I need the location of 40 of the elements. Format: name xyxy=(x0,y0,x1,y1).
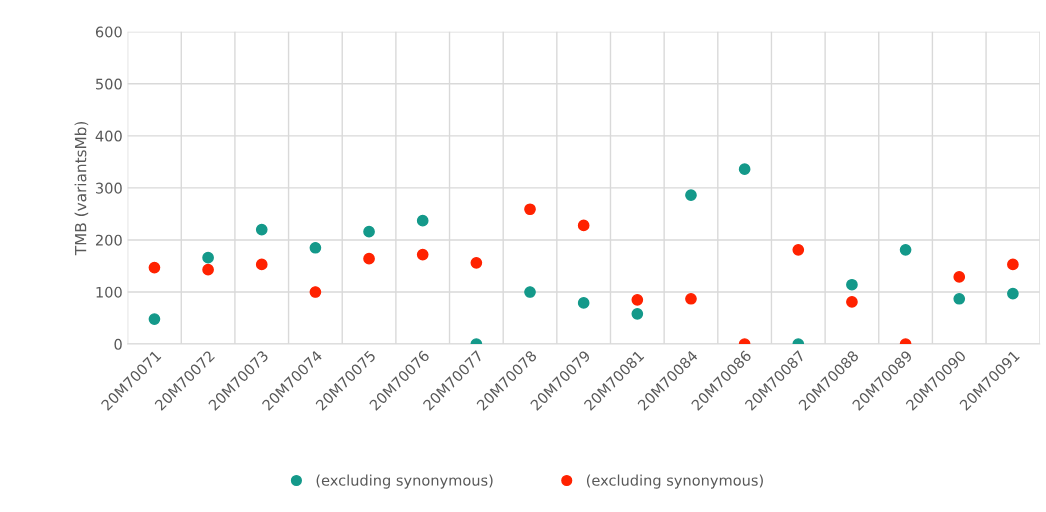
point xyxy=(631,308,644,320)
legend-label: (excluding synonymous) xyxy=(586,474,763,489)
point xyxy=(255,258,268,271)
y-tick-label: 300 xyxy=(96,182,122,194)
point xyxy=(577,297,590,309)
point xyxy=(309,241,322,254)
point xyxy=(846,296,858,308)
point xyxy=(416,214,429,227)
point xyxy=(363,225,375,238)
y-tick-label: 400 xyxy=(95,130,122,142)
point xyxy=(685,189,697,202)
point xyxy=(738,163,751,176)
point xyxy=(524,286,536,298)
point xyxy=(470,257,483,269)
y-axis-title: TMB (variantsMb) xyxy=(74,121,89,256)
point xyxy=(363,252,375,265)
point xyxy=(255,223,268,236)
point xyxy=(631,293,644,306)
y-tick-label: 600 xyxy=(95,26,122,38)
point xyxy=(202,263,214,276)
point xyxy=(202,251,214,264)
y-tick-label: 0 xyxy=(114,338,122,350)
point xyxy=(899,244,912,256)
point xyxy=(148,261,161,274)
y-tick-label: 500 xyxy=(96,78,122,90)
point xyxy=(792,244,805,256)
y-tick-label: 200 xyxy=(95,234,122,246)
point xyxy=(524,203,536,216)
point xyxy=(1007,287,1019,300)
point xyxy=(148,313,161,325)
point xyxy=(309,286,322,298)
point xyxy=(685,292,697,305)
point xyxy=(953,271,966,283)
point xyxy=(846,278,858,291)
point xyxy=(577,219,590,232)
y-tick-label: 100 xyxy=(96,286,122,298)
legend-label: (excluding synonymous) xyxy=(316,474,493,489)
point xyxy=(1007,258,1019,271)
point xyxy=(416,248,429,261)
point xyxy=(953,292,966,305)
